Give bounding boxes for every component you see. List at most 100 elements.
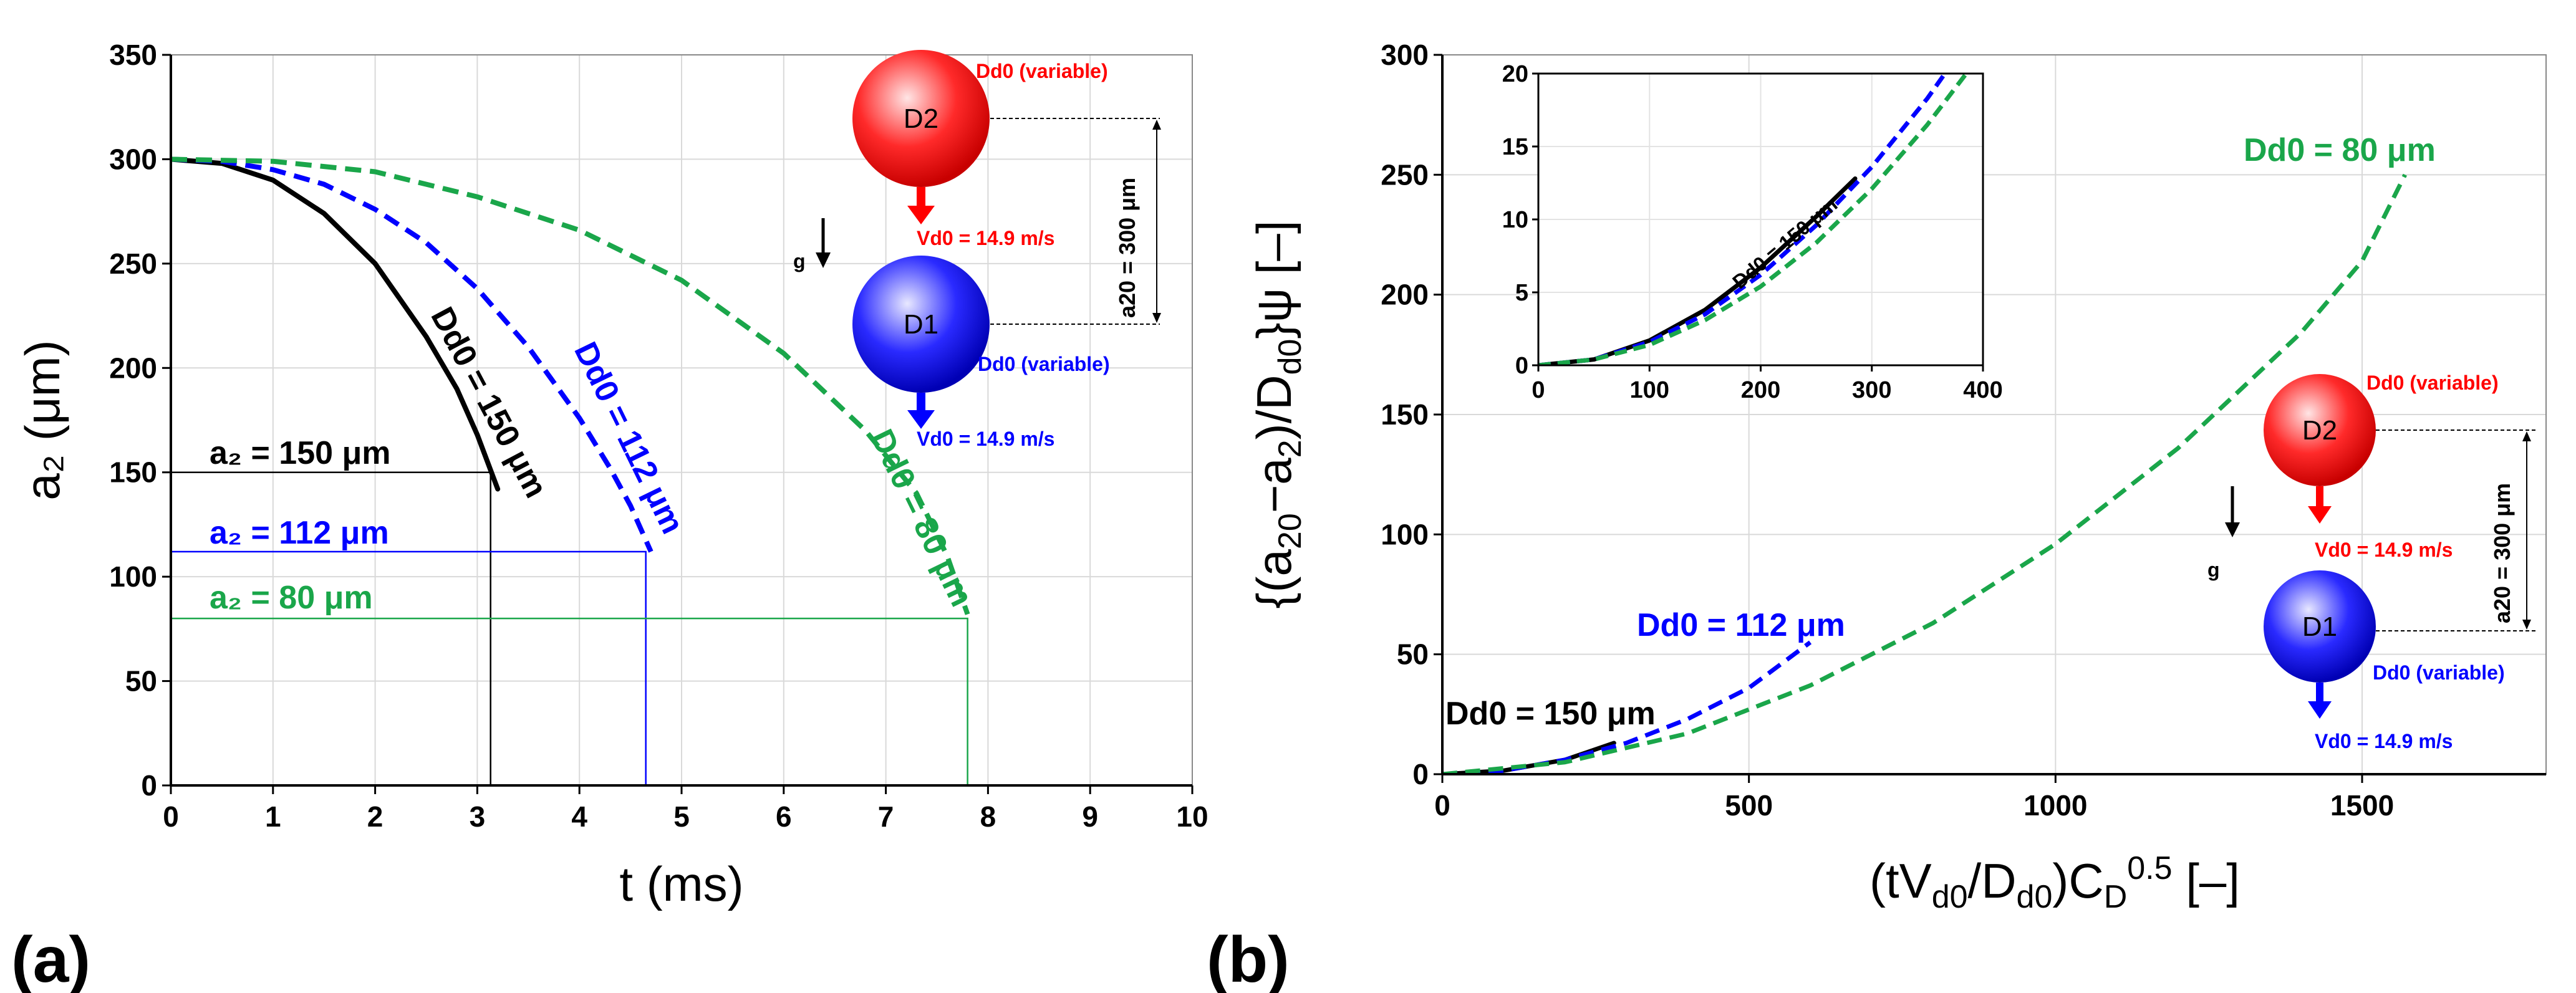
drop-d1-icon	[852, 256, 990, 393]
drop-d2-label-b: D2	[2302, 415, 2337, 446]
d1-velocity-label: Vd0 = 14.9 m/s	[917, 428, 1054, 450]
drop-schematic-a: D2 Dd0 (variable) Vd0 = 14.9 m/s D1 Dd0 …	[793, 50, 1161, 450]
panel-a-x-tick-label: 9	[1082, 800, 1098, 833]
panel-a-y-tick-label: 250	[109, 247, 157, 280]
drop-d1-icon-b	[2264, 570, 2376, 683]
inset-y-tick-label: 0	[1515, 353, 1528, 379]
inset-y-tick-label: 10	[1502, 207, 1528, 233]
spacing-arrow-bottom-icon-a	[1152, 313, 1161, 323]
label-b-curve-112: Dd0 = 112 μm	[1637, 607, 1845, 643]
panel-b-x-tick-label: 500	[1725, 789, 1773, 822]
panel-a-label: (a)	[11, 924, 90, 993]
panel-a-x-tick-label: 0	[163, 800, 179, 833]
d1-variable-label-b: Dd0 (variable)	[2373, 661, 2505, 684]
label-a-curve-150: Dd0 = 150 μm	[423, 301, 554, 504]
panel-a-series-guide-line	[171, 550, 647, 785]
gravity-label-a: g	[793, 250, 806, 272]
panel-a-plot: 0 1 2 3 4 5 6 7 8 9 10 0 50 100 150 200 250 300 350 t (ms…	[11, 39, 1208, 993]
d1-velocity-arrow-icon	[907, 410, 935, 429]
drop-d2-icon	[852, 50, 990, 187]
d2-velocity-arrow-icon-b	[2308, 506, 2332, 524]
panel-a-series-curve	[171, 156, 501, 492]
inset-series-curve	[1538, 74, 1969, 365]
gravity-arrow-icon-b	[2225, 522, 2240, 537]
drop-d1-label-b: D1	[2302, 612, 2337, 642]
panel-a-y-tick-label: 0	[141, 769, 157, 802]
inset-y-tick-label: 20	[1502, 61, 1528, 87]
inset-series-curve	[1538, 74, 1948, 365]
panel-a-x-tick-label: 2	[367, 800, 384, 833]
panel-b-y-tick-label: 300	[1381, 39, 1429, 71]
panel-b-x-ticks: 0 500 1000 1500	[1434, 774, 2394, 822]
gravity-label-b: g	[2207, 559, 2220, 581]
panel-b-y-tick-label: 100	[1381, 518, 1429, 550]
spacing-label-b: a20 = 300 μm	[2489, 483, 2515, 623]
spacing-arrow-top-icon-a	[1152, 120, 1161, 130]
panel-a-series-curve	[171, 156, 654, 553]
panel-a-x-tick-label: 10	[1176, 800, 1208, 833]
panel-b-series-curve	[1442, 173, 2407, 774]
inset-y-tick-label: 15	[1502, 134, 1528, 160]
inset-x-tick-label: 300	[1852, 377, 1891, 403]
panel-a-y-tick-label: 50	[125, 665, 157, 698]
panel-b-label: (b)	[1207, 924, 1290, 993]
gravity-arrow-icon-a	[816, 252, 831, 268]
d1-velocity-arrow-icon-b	[2308, 701, 2332, 719]
panel-a-x-tick-label: 4	[571, 800, 587, 833]
inset-series	[1538, 74, 1969, 365]
panel-a-series-guide-line	[171, 617, 968, 785]
label-a-curve-112: Dd0 = 112 μm	[567, 337, 690, 540]
d1-velocity-label-b: Vd0 = 14.9 m/s	[2315, 730, 2453, 752]
d2-variable-label-b: Dd0 (variable)	[2366, 372, 2499, 394]
panel-b-y-ticks: 0 50 100 150 200 250 300	[1381, 39, 1442, 790]
label-a-curve-80: Dd0 = 80 μm	[863, 424, 980, 612]
label-b-curve-150: Dd0 = 150 μm	[1445, 696, 1656, 732]
panel-b-y-tick-label: 50	[1397, 638, 1429, 671]
panel-a-x-tick-label: 8	[980, 800, 996, 833]
panel-b-y-axis-title: {(a20−a2)/Dd0}ψ [–]	[1247, 221, 1308, 609]
d2-velocity-label-b: Vd0 = 14.9 m/s	[2315, 539, 2453, 561]
drop-d2-label: D2	[904, 103, 938, 134]
inset-x-ticks: 0 100 200 300 400	[1532, 365, 2003, 403]
panel-a-y-tick-label: 100	[109, 560, 157, 593]
panel-a-y-ticks: 0 50 100 150 200 250 300 350	[109, 39, 171, 802]
inset-x-tick-label: 200	[1741, 377, 1780, 403]
panel-b-y-tick-label: 0	[1412, 758, 1429, 790]
spacing-label-a: a20 = 300 μm	[1114, 178, 1140, 318]
panel-a-y-tick-label: 200	[109, 352, 157, 384]
panel-b-y-tick-label: 150	[1381, 398, 1429, 431]
d2-variable-label: Dd0 (variable)	[976, 60, 1108, 82]
panel-a-series-curve	[171, 156, 970, 615]
panel-a-x-tick-label: 7	[878, 800, 894, 833]
inset-x-tick-label: 100	[1630, 377, 1669, 403]
panel-a-series-guide-line	[171, 471, 491, 785]
drop-schematic-b: D2 Dd0 (variable) Vd0 = 14.9 m/s D1 Dd0 …	[2207, 372, 2538, 752]
inset-y-tick-label: 5	[1515, 280, 1528, 306]
panel-a-x-axis-title: t (ms)	[619, 856, 743, 911]
inset-x-tick-label: 400	[1963, 377, 2002, 403]
panel-a-x-tick-label: 1	[265, 800, 281, 833]
panel-a-x-tick-label: 6	[776, 800, 792, 833]
panel-b-y-tick-label: 250	[1381, 158, 1429, 191]
inset-x-tick-label: 0	[1532, 377, 1545, 403]
inset-y-ticks: 0 5 10 15 20	[1502, 61, 1538, 379]
panel-b-x-tick-label: 1500	[2330, 789, 2394, 822]
panel-a-y-axis-title: a₂ (μm)	[15, 340, 70, 500]
drop-d2-icon-b	[2264, 374, 2376, 486]
panel-b-x-tick-label: 1000	[2024, 789, 2087, 822]
panel-b-series-curve	[1442, 640, 1812, 774]
panel-a-y-tick-label: 300	[109, 143, 157, 175]
panel-b-x-tick-label: 0	[1434, 789, 1450, 822]
spacing-arrow-top-icon-b	[2522, 431, 2531, 441]
inset-series-curve	[1538, 176, 1858, 365]
drop-d1-label: D1	[904, 309, 938, 340]
label-a2-150: a₂ = 150 μm	[210, 435, 391, 471]
d2-velocity-label: Vd0 = 14.9 m/s	[917, 227, 1054, 249]
label-a2-80: a₂ = 80 μm	[210, 580, 373, 616]
label-a2-112: a₂ = 112 μm	[210, 515, 389, 551]
panel-a-x-ticks: 0 1 2 3 4 5 6 7 8 9 10	[163, 785, 1208, 833]
panel-b-x-axis-title: (tVd0/Dd0)CD0.5 [–]	[1869, 850, 2240, 915]
